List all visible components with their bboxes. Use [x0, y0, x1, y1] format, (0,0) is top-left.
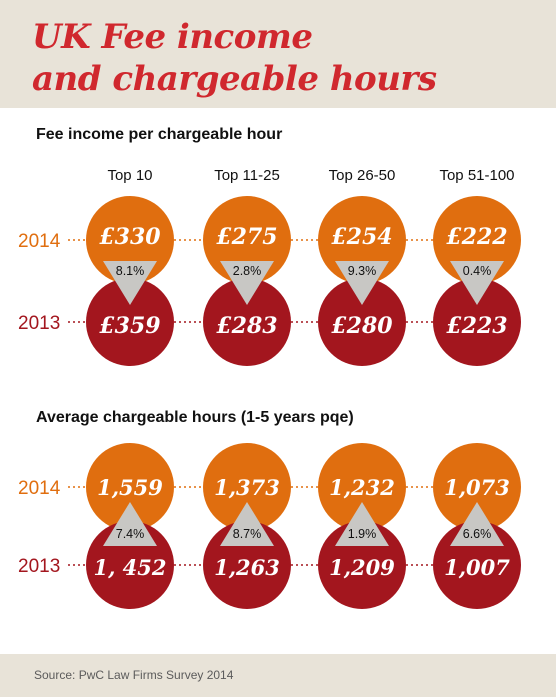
change-triangle: [220, 261, 274, 305]
value-circle-2014: [433, 443, 521, 531]
value-circle-2014: [318, 443, 406, 531]
value-label-2013: 1,209: [329, 555, 395, 580]
change-triangle: [450, 502, 504, 546]
category-label: Top 26-50: [329, 167, 396, 184]
category-label: Top 51-100: [439, 167, 514, 184]
source-note: Source: PwC Law Firms Survey 2014: [34, 668, 234, 682]
title-line-1: UK Fee income: [32, 17, 313, 57]
change-label: 0.4%: [463, 264, 492, 278]
value-label-2014: 1,559: [97, 475, 163, 500]
footer-band: Source: PwC Law Firms Survey 2014: [0, 654, 556, 697]
change-triangle: [103, 261, 157, 305]
panel-title-2: Average chargeable hours (1-5 years pqe): [36, 409, 354, 426]
change-label: 8.1%: [116, 264, 145, 278]
value-circle-2013: [86, 278, 174, 366]
value-label-2013: 1, 452: [93, 555, 166, 580]
title-line-2: and chargeable hours: [32, 59, 437, 99]
change-triangle: [450, 261, 504, 305]
value-label-2014: 1,373: [214, 475, 280, 500]
value-label-2014: 1,232: [329, 475, 395, 500]
value-circle-2013: [318, 278, 406, 366]
value-label-2014: £330: [99, 224, 161, 250]
value-label-2013: £359: [99, 313, 160, 339]
year-label-2013: 2013: [18, 556, 60, 577]
change-triangle: [220, 502, 274, 546]
year-label-2014: 2014: [18, 231, 61, 252]
value-label-2013: £280: [331, 313, 393, 339]
change-label: 1.9%: [348, 527, 377, 541]
value-label-2014: 1,073: [444, 475, 510, 500]
value-label-2014: £222: [446, 224, 507, 250]
value-label-2014: £275: [216, 224, 277, 250]
value-circle-2014: [203, 443, 291, 531]
value-circle-2013: [203, 278, 291, 366]
category-label: Top 10: [107, 167, 152, 184]
value-circle-2014: [86, 443, 174, 531]
change-label: 7.4%: [116, 527, 145, 541]
value-label-2013: £283: [216, 313, 277, 339]
change-triangle: [103, 502, 157, 546]
change-triangle: [335, 261, 389, 305]
value-circle-2013: [433, 278, 521, 366]
year-label-2014: 2014: [18, 478, 61, 499]
panel-title-1: Fee income per chargeable hour: [36, 126, 282, 143]
change-label: 2.8%: [233, 264, 262, 278]
value-label-2013: £223: [446, 313, 507, 339]
change-label: 6.6%: [463, 527, 492, 541]
page-title: UK Fee income and chargeable hours: [32, 16, 437, 100]
header-band: UK Fee income and chargeable hours: [0, 0, 556, 108]
change-triangle: [335, 502, 389, 546]
value-label-2013: 1,263: [214, 555, 280, 580]
value-label-2013: 1,007: [444, 555, 510, 580]
change-label: 9.3%: [348, 264, 377, 278]
year-label-2013: 2013: [18, 313, 60, 334]
category-label: Top 11-25: [214, 167, 280, 184]
change-label: 8.7%: [233, 527, 262, 541]
value-label-2014: £254: [331, 224, 392, 250]
